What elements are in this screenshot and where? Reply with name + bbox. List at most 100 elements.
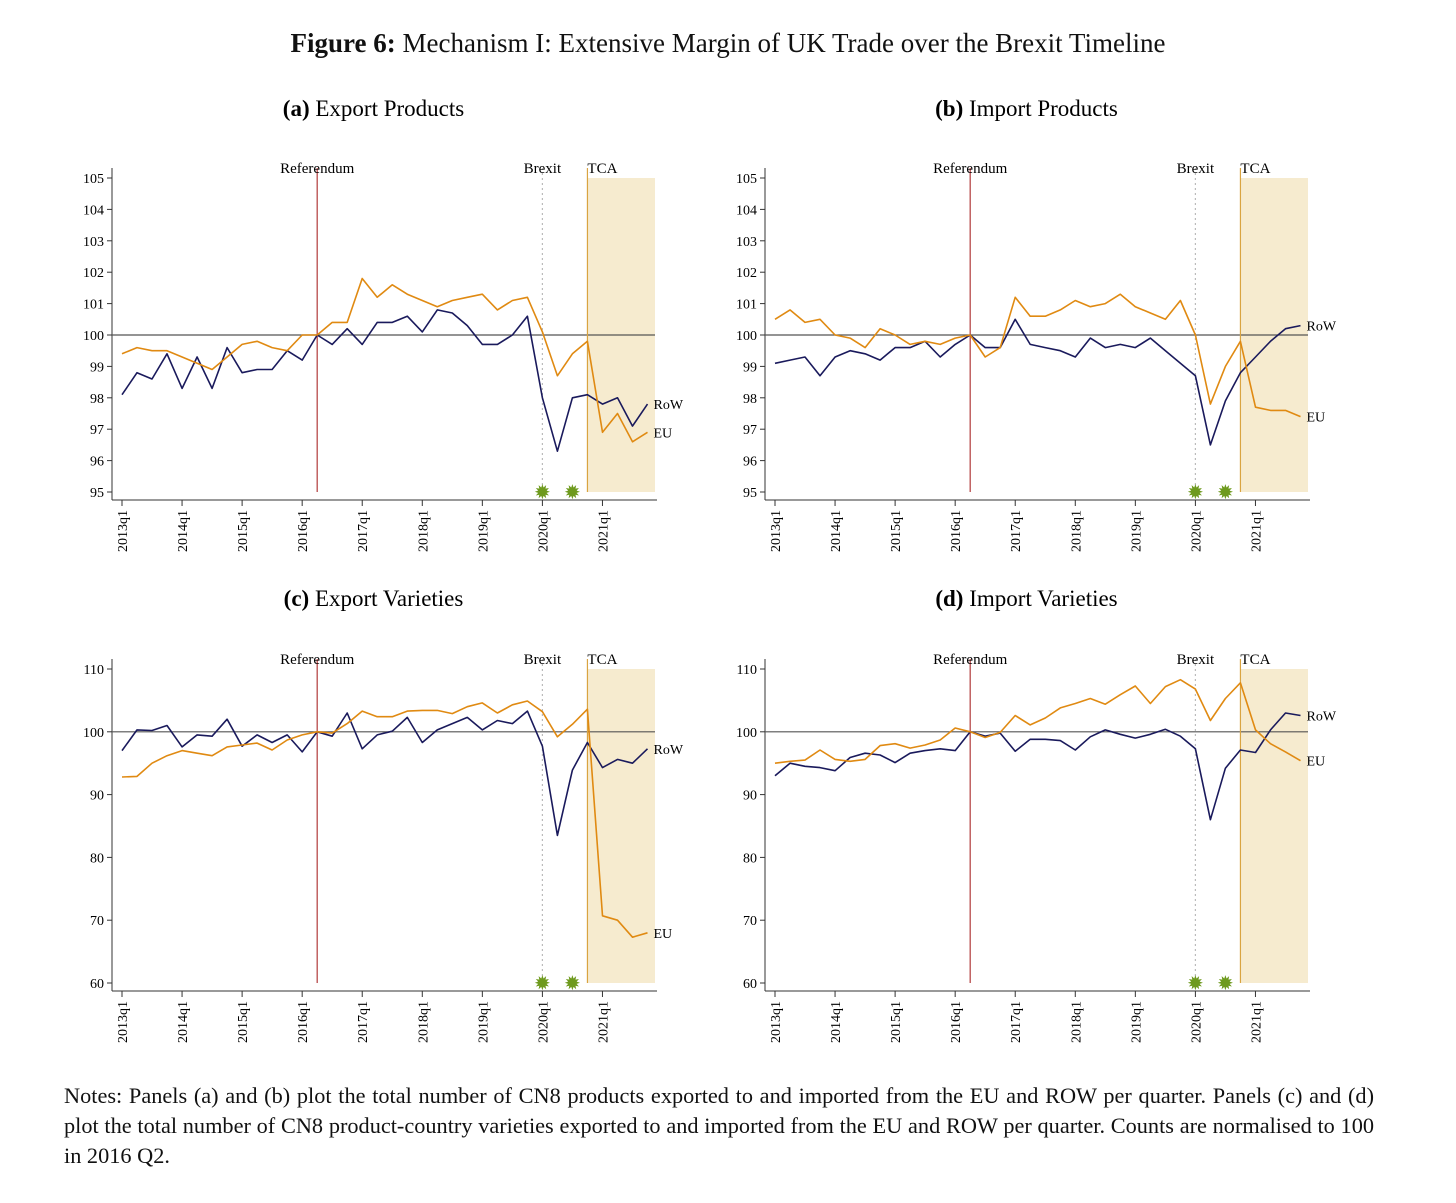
y-tick-label: 100 [83,329,104,344]
y-tick-label: 60 [743,977,757,992]
y-tick-label: 102 [736,266,757,281]
panel-title: (b) Import Products [935,96,1118,121]
figure-label: Figure 6: [290,28,396,58]
series-line-row [121,710,649,837]
series-label-row: RoW [653,743,683,758]
x-tick-label: 2014q1 [176,510,191,552]
y-tick-label: 95 [90,486,104,501]
y-tick-label: 95 [743,486,757,501]
marker-star-icon: ✹ [534,482,551,504]
series-label-eu: EU [1306,755,1325,770]
figure-title: Figure 6: Mechanism I: Extensive Margin … [0,28,1456,59]
y-tick-label: 105 [83,172,104,187]
x-tick-label: 2016q1 [949,510,964,552]
x-tick-label: 2021q1 [596,1001,611,1043]
x-tick-label: 2020q1 [1189,1001,1204,1043]
x-tick-label: 2020q1 [1189,510,1204,552]
panel-c: (c) Export Varieties 60 70 80 90 100 110 2013q1… [83,586,684,1043]
marker-star-icon: ✹ [1217,482,1234,504]
y-tick-label: 100 [83,726,104,741]
y-tick-label: 98 [90,392,104,407]
panel-label: (a) [283,96,316,121]
y-tick-label: 105 [736,172,757,187]
event-label-tca: TCA [1240,652,1270,668]
x-tick-label: 2013q1 [769,510,784,552]
y-tick-label: 70 [90,914,104,929]
marker-star-icon: ✹ [1187,482,1204,504]
panel-label: (c) [284,586,315,611]
x-tick-label: 2016q1 [296,1001,311,1043]
event-label-brexit: Brexit [1177,652,1215,668]
y-tick-label: 70 [743,914,757,929]
panel-title-text: Export Varieties [315,586,463,611]
marker-star-icon: ✹ [1217,973,1234,995]
event-label-tca: TCA [587,652,617,668]
x-tick-label: 2018q1 [1069,1001,1084,1043]
y-tick-label: 104 [83,203,104,218]
x-tick-label: 2017q1 [1009,1001,1024,1043]
y-tick-label: 96 [743,455,757,470]
event-label-referendum: Referendum [933,652,1007,668]
event-label-referendum: Referendum [280,652,354,668]
x-tick-label: 2014q1 [829,510,844,552]
y-tick-label: 96 [90,455,104,470]
y-tick-label: 110 [737,663,757,678]
figure-panels: (a) Export Products 95 96 97 98 99 100 101 102 10… [83,96,1337,1043]
y-tick-label: 80 [90,851,104,866]
x-tick-label: 2019q1 [1129,510,1144,552]
y-tick-label: 103 [736,235,757,250]
series-label-row: RoW [1306,709,1336,724]
x-tick-label: 2020q1 [536,1001,551,1043]
x-tick-label: 2013q1 [769,1001,784,1043]
x-tick-label: 2018q1 [1069,510,1084,552]
x-tick-label: 2015q1 [236,510,251,552]
panel-b: (b) Import Products 95 96 97 98 99 100 101 102 10… [736,96,1337,552]
event-label-tca: TCA [587,161,617,177]
series-line-row [121,309,649,453]
x-tick-label: 2019q1 [1129,1001,1144,1043]
series-label-eu: EU [1306,411,1325,426]
series-line-eu [774,678,1301,764]
event-label-referendum: Referendum [280,161,354,177]
x-tick-label: 2015q1 [236,1001,251,1043]
tca-shaded-region [587,669,655,983]
y-tick-label: 98 [743,392,757,407]
panel-d: (d) Import Varieties 60 70 80 90 100 110 2013q1… [736,586,1337,1043]
series-label-row: RoW [653,398,683,413]
x-tick-label: 2017q1 [356,1001,371,1043]
y-tick-label: 60 [90,977,104,992]
y-tick-label: 90 [743,789,757,804]
figure-notes: Notes: Panels (a) and (b) plot the total… [64,1083,1374,1168]
series-line-eu [121,277,648,443]
series-line-row [774,318,1301,446]
y-tick-label: 99 [90,360,104,375]
series-line-eu [774,293,1301,418]
y-tick-label: 110 [84,663,104,678]
y-tick-label: 80 [743,851,757,866]
figure-title-text: Mechanism I: Extensive Margin of UK Trad… [402,28,1166,58]
x-tick-label: 2019q1 [476,1001,491,1043]
marker-star-icon: ✹ [564,973,581,995]
y-tick-label: 100 [736,329,757,344]
y-tick-label: 101 [83,298,104,313]
event-label-brexit: Brexit [524,652,562,668]
panel-title: (c) Export Varieties [284,586,464,611]
x-tick-label: 2015q1 [889,1001,904,1043]
y-tick-label: 104 [736,203,757,218]
x-tick-label: 2017q1 [356,510,371,552]
tca-shaded-region [1240,669,1308,983]
panel-title-text: Import Varieties [969,586,1117,611]
y-tick-label: 99 [743,360,757,375]
x-tick-label: 2013q1 [116,510,131,552]
panel-title: (d) Import Varieties [935,586,1117,611]
y-tick-label: 90 [90,789,104,804]
series-label-eu: EU [653,927,672,942]
x-tick-label: 2018q1 [416,510,431,552]
panel-title-text: Import Products [969,96,1118,121]
event-label-brexit: Brexit [524,161,562,177]
x-tick-label: 2018q1 [416,1001,431,1043]
x-tick-label: 2021q1 [1249,1001,1264,1043]
series-line-eu [121,700,648,939]
y-tick-label: 101 [736,298,757,313]
x-tick-label: 2019q1 [476,510,491,552]
